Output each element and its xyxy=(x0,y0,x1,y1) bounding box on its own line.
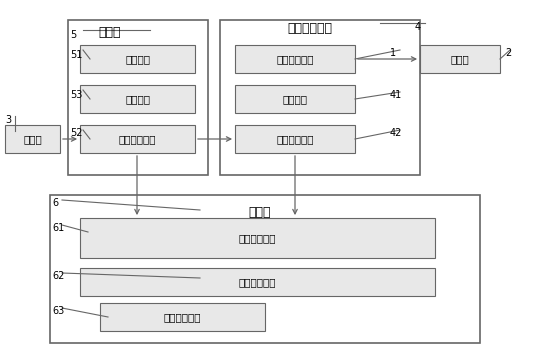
Text: 2: 2 xyxy=(505,48,511,58)
Text: 网络付费系统: 网络付费系统 xyxy=(164,312,201,322)
Text: 按摩控制模块: 按摩控制模块 xyxy=(276,54,314,64)
Bar xyxy=(420,45,500,73)
Text: 52: 52 xyxy=(70,128,83,138)
Bar xyxy=(80,45,195,73)
Text: 62: 62 xyxy=(52,271,64,281)
Text: 5: 5 xyxy=(70,30,76,40)
Text: 控制端: 控制端 xyxy=(249,207,271,220)
Bar xyxy=(235,45,355,73)
Text: 第二通信模块: 第二通信模块 xyxy=(119,134,157,144)
Bar xyxy=(235,125,355,153)
Bar xyxy=(100,303,265,331)
Bar xyxy=(68,20,208,175)
Text: 41: 41 xyxy=(390,90,402,100)
Text: 网络控制模块: 网络控制模块 xyxy=(239,277,276,287)
Bar xyxy=(235,85,355,113)
Text: 客户端: 客户端 xyxy=(99,26,121,39)
Text: 支付模块: 支付模块 xyxy=(125,94,150,104)
Bar xyxy=(50,195,480,343)
Bar xyxy=(80,85,195,113)
Bar xyxy=(80,125,195,153)
Text: 53: 53 xyxy=(70,90,83,100)
Text: 第三通信模块: 第三通信模块 xyxy=(239,233,276,243)
Text: 42: 42 xyxy=(390,128,403,138)
Text: 51: 51 xyxy=(70,50,83,60)
Text: 4: 4 xyxy=(415,22,421,32)
Text: 计费模块: 计费模块 xyxy=(282,94,308,104)
Text: 3: 3 xyxy=(5,115,11,125)
Text: 第一通信模块: 第一通信模块 xyxy=(276,134,314,144)
Bar xyxy=(80,268,435,296)
Text: 61: 61 xyxy=(52,223,64,233)
Text: 6: 6 xyxy=(52,198,58,208)
Text: 智能按摩锁端: 智能按摩锁端 xyxy=(287,21,332,34)
Text: 63: 63 xyxy=(52,306,64,316)
Text: 识别码: 识别码 xyxy=(23,134,42,144)
Text: 1: 1 xyxy=(390,48,396,58)
Text: 按摩机: 按摩机 xyxy=(451,54,470,64)
Bar xyxy=(80,218,435,258)
Text: 识别模块: 识别模块 xyxy=(125,54,150,64)
Bar xyxy=(220,20,420,175)
Bar xyxy=(5,125,60,153)
